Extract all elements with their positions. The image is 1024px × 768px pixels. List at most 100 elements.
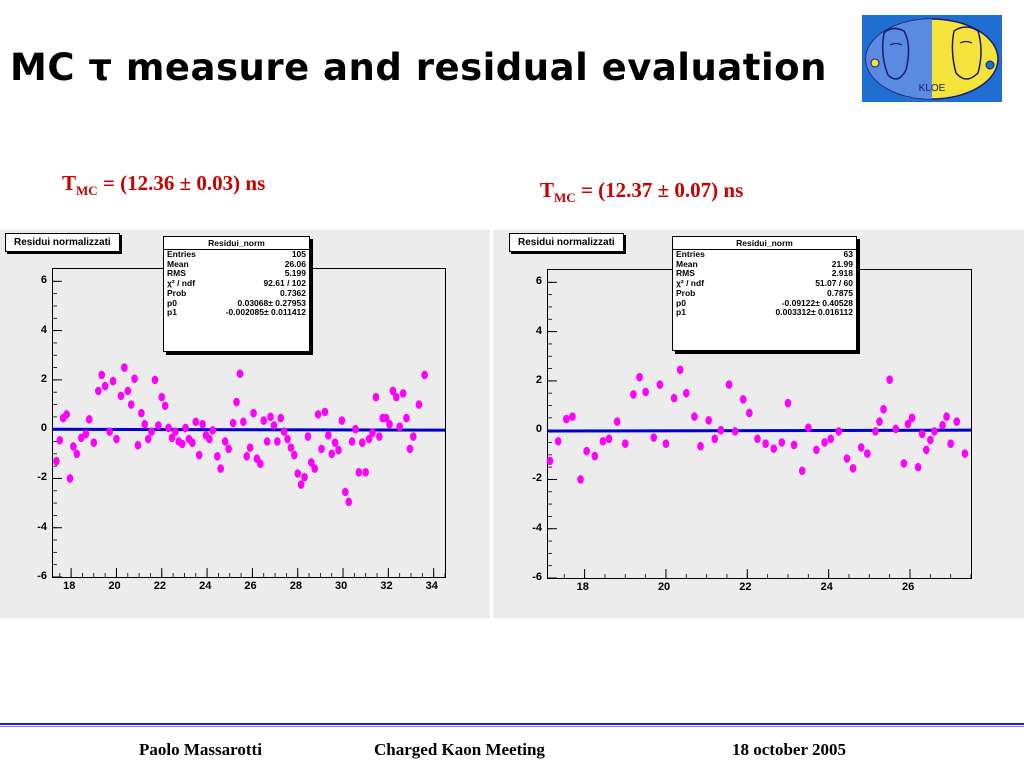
data-point bbox=[931, 427, 938, 436]
data-point bbox=[101, 381, 109, 391]
logo-text: KLOE bbox=[919, 83, 946, 94]
footer-rule-thin bbox=[0, 726, 1024, 727]
data-point bbox=[213, 451, 221, 461]
data-point bbox=[338, 416, 346, 425]
data-point bbox=[355, 467, 363, 477]
data-point bbox=[569, 412, 576, 421]
y-tick-label: -6 bbox=[532, 571, 542, 583]
data-point bbox=[827, 434, 834, 444]
data-point bbox=[98, 370, 106, 380]
data-point bbox=[365, 434, 373, 444]
data-point bbox=[297, 480, 305, 489]
data-point bbox=[73, 449, 81, 459]
data-point bbox=[754, 434, 761, 444]
data-point bbox=[304, 432, 312, 441]
data-point bbox=[389, 386, 397, 396]
data-point bbox=[70, 442, 77, 451]
data-point bbox=[843, 454, 851, 463]
data-point bbox=[221, 437, 229, 446]
data-point bbox=[263, 437, 271, 446]
data-point bbox=[345, 497, 352, 507]
data-point bbox=[270, 421, 278, 430]
stats-row: Prob 0.7875 bbox=[676, 287, 853, 298]
data-point bbox=[876, 417, 883, 426]
data-point bbox=[784, 398, 792, 408]
data-point bbox=[134, 440, 142, 450]
data-point bbox=[421, 370, 428, 380]
data-point bbox=[554, 436, 562, 446]
y-tick-label: 4 bbox=[40, 323, 47, 336]
x-tick-label: 20 bbox=[657, 581, 671, 593]
data-point bbox=[605, 434, 613, 444]
stats-row: Prob 0.7362 bbox=[167, 287, 306, 298]
data-point bbox=[691, 412, 698, 421]
y-tick-label: -4 bbox=[37, 520, 47, 533]
data-point bbox=[857, 443, 865, 452]
tau-caption-right: TMC = (12.37 ± 0.07) ns bbox=[540, 178, 744, 206]
data-point bbox=[301, 472, 308, 482]
data-point bbox=[697, 441, 704, 451]
data-point bbox=[813, 445, 820, 455]
data-point bbox=[705, 416, 712, 425]
x-tick-label: 18 bbox=[576, 581, 589, 593]
y-tick-label: 0 bbox=[40, 422, 47, 435]
data-point bbox=[739, 395, 747, 404]
data-point bbox=[563, 414, 570, 424]
y-tick-label: 0 bbox=[535, 423, 542, 436]
data-point bbox=[291, 450, 298, 460]
data-point bbox=[314, 410, 322, 419]
data-point bbox=[676, 365, 684, 375]
data-point bbox=[399, 389, 407, 398]
data-point bbox=[95, 386, 102, 396]
stats-row: χ² / ndf 92.61 / 102 bbox=[167, 278, 306, 289]
residual-plot-right: Residui normalizzati -6 -4 -2 0 2 4 6 18 20 22 24 2… bbox=[493, 230, 1024, 618]
data-point bbox=[961, 449, 969, 458]
data-point bbox=[53, 456, 60, 466]
data-point bbox=[206, 434, 213, 444]
data-point bbox=[778, 438, 786, 447]
data-point bbox=[109, 376, 117, 386]
data-point bbox=[229, 418, 237, 428]
data-point bbox=[546, 456, 554, 466]
data-point bbox=[591, 451, 599, 461]
data-point bbox=[195, 450, 203, 460]
data-point bbox=[731, 427, 739, 436]
y-tick-label: -2 bbox=[37, 471, 47, 484]
stats-row: Entries 105 bbox=[167, 249, 306, 259]
data-point bbox=[670, 393, 678, 403]
data-point bbox=[165, 423, 172, 433]
data-point bbox=[900, 459, 908, 468]
data-point bbox=[168, 433, 176, 443]
data-point bbox=[662, 439, 670, 449]
data-point bbox=[656, 380, 664, 389]
stats-row: RMS 2.918 bbox=[676, 268, 853, 279]
x-tick-label: 28 bbox=[289, 580, 302, 592]
data-point bbox=[886, 375, 893, 384]
data-point bbox=[274, 437, 281, 446]
data-point bbox=[63, 410, 70, 419]
data-point bbox=[308, 458, 315, 467]
data-point bbox=[927, 435, 934, 445]
data-point bbox=[352, 424, 359, 434]
residual-plot-left: Residui normalizzati -6 -4 -2 0 2 4 6 18 20 22 24 2… bbox=[0, 230, 490, 618]
data-point bbox=[621, 439, 629, 449]
data-point bbox=[199, 419, 206, 429]
data-point bbox=[717, 425, 725, 435]
data-point bbox=[189, 438, 196, 448]
data-point bbox=[233, 397, 240, 407]
data-point bbox=[392, 392, 400, 402]
data-point bbox=[311, 464, 319, 473]
data-point bbox=[375, 432, 383, 441]
y-tick-label: 4 bbox=[535, 324, 542, 337]
data-point bbox=[725, 380, 733, 389]
data-point bbox=[599, 436, 607, 446]
stats-row: χ² / ndf 51.07 / 60 bbox=[676, 278, 853, 289]
data-point bbox=[56, 435, 64, 445]
data-point bbox=[331, 438, 339, 448]
scatter-plot bbox=[52, 280, 446, 578]
data-point bbox=[287, 443, 295, 452]
data-point bbox=[161, 401, 169, 411]
data-point bbox=[406, 444, 414, 454]
data-point bbox=[790, 440, 798, 450]
data-point bbox=[798, 466, 806, 476]
